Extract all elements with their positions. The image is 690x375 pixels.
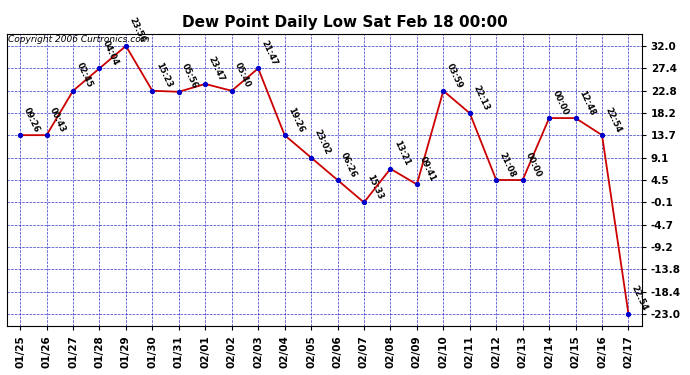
Text: 22:13: 22:13	[471, 84, 491, 112]
Text: 09:26: 09:26	[21, 106, 41, 134]
Point	[14, 132, 26, 138]
Text: 12:48: 12:48	[577, 88, 596, 117]
Text: 00:00: 00:00	[551, 89, 570, 117]
Text: 15:23: 15:23	[154, 62, 173, 89]
Point	[385, 166, 396, 172]
Text: 06:26: 06:26	[339, 151, 358, 178]
Text: 05:40: 05:40	[233, 62, 253, 89]
Point	[518, 177, 529, 183]
Point	[200, 81, 211, 87]
Point	[94, 65, 105, 71]
Text: 21:08: 21:08	[497, 151, 517, 178]
Text: 19:26: 19:26	[286, 106, 306, 134]
Point	[491, 177, 502, 183]
Point	[253, 65, 264, 71]
Text: 15:33: 15:33	[366, 173, 385, 201]
Point	[332, 177, 343, 183]
Point	[623, 311, 634, 317]
Point	[438, 88, 449, 94]
Point	[544, 115, 555, 121]
Point	[597, 132, 608, 138]
Text: 09:41: 09:41	[418, 155, 437, 183]
Point	[226, 88, 237, 94]
Point	[173, 89, 184, 95]
Text: 03:59: 03:59	[445, 62, 464, 89]
Point	[411, 182, 422, 188]
Point	[121, 43, 132, 49]
Text: 04:04: 04:04	[101, 39, 120, 67]
Text: 00:00: 00:00	[524, 151, 543, 178]
Point	[279, 132, 290, 138]
Text: 21:47: 21:47	[259, 39, 279, 67]
Text: 00:43: 00:43	[48, 106, 68, 134]
Text: 22:54: 22:54	[630, 285, 649, 313]
Point	[41, 132, 52, 138]
Point	[464, 110, 475, 116]
Text: 02:45: 02:45	[75, 62, 94, 89]
Point	[147, 88, 158, 94]
Text: 13:21: 13:21	[392, 140, 411, 167]
Text: 05:56: 05:56	[180, 62, 199, 90]
Text: Dew Point Daily Low Sat Feb 18 00:00: Dew Point Daily Low Sat Feb 18 00:00	[182, 15, 508, 30]
Point	[306, 154, 317, 160]
Point	[68, 88, 79, 94]
Text: 22:54: 22:54	[604, 106, 623, 134]
Text: Copyright 2006 Curtronics.com: Copyright 2006 Curtronics.com	[8, 35, 150, 44]
Text: 23:47: 23:47	[207, 55, 226, 82]
Text: 23:02: 23:02	[313, 128, 332, 156]
Point	[570, 115, 581, 121]
Point	[359, 200, 370, 206]
Text: 23:56: 23:56	[128, 16, 147, 45]
